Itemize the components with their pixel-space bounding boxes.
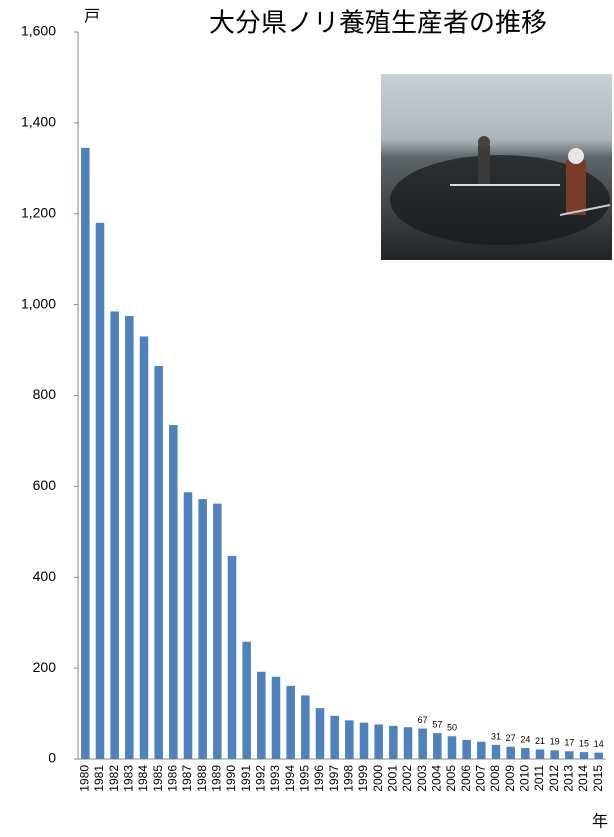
x-tick-label: 2001 — [386, 765, 400, 792]
y-tick-label: 1,600 — [21, 23, 56, 39]
x-tick-label: 1981 — [92, 765, 106, 792]
bar — [139, 336, 149, 759]
x-tick-label: 1994 — [283, 765, 297, 792]
bar — [345, 720, 354, 759]
bar — [227, 555, 237, 759]
x-tick-label: 1988 — [195, 765, 209, 792]
x-tick-label: 1998 — [342, 765, 356, 792]
x-tick-label: 2008 — [488, 765, 502, 792]
bar — [183, 492, 193, 759]
chart-title: 大分県ノリ養殖生産者の推移 — [209, 9, 547, 39]
x-tick-label: 2013 — [562, 765, 576, 792]
bar — [594, 752, 603, 759]
value-label: 57 — [432, 719, 442, 729]
bar — [125, 315, 134, 759]
x-tick-label: 1984 — [136, 765, 150, 792]
value-label: 67 — [418, 715, 428, 725]
y-tick-label: 600 — [33, 477, 57, 493]
bar — [359, 722, 369, 759]
bar — [301, 695, 310, 759]
photo — [381, 74, 612, 260]
value-label: 19 — [550, 737, 560, 747]
bar — [374, 724, 383, 759]
bar — [110, 311, 119, 759]
value-label: 24 — [520, 734, 530, 744]
y-tick-label: 400 — [33, 568, 57, 584]
x-tick-label: 2014 — [576, 765, 590, 792]
bar — [154, 365, 163, 759]
value-label: 31 — [491, 731, 501, 741]
bar — [286, 685, 295, 759]
x-axis-unit: 年 — [592, 812, 608, 831]
bar — [330, 715, 339, 759]
value-label: 27 — [506, 733, 516, 743]
bar — [565, 751, 574, 759]
bar — [213, 503, 222, 759]
bar — [315, 708, 325, 759]
x-tick-label: 1999 — [356, 765, 370, 792]
x-tick-label: 2004 — [430, 765, 444, 792]
y-tick-label: 1,400 — [21, 114, 56, 130]
x-tick-label: 1989 — [210, 765, 224, 792]
bar — [198, 499, 207, 759]
x-tick-label: 1991 — [239, 765, 253, 792]
bar — [491, 744, 501, 759]
bar — [403, 727, 413, 759]
bar — [389, 725, 398, 759]
x-tick-label: 1992 — [254, 765, 268, 792]
x-tick-label: 2012 — [547, 765, 561, 792]
value-label: 17 — [564, 738, 574, 748]
value-label: 50 — [447, 723, 457, 733]
x-tick-label: 1996 — [312, 765, 326, 792]
bar — [506, 746, 515, 759]
bar — [550, 750, 559, 759]
bar — [447, 736, 457, 759]
x-tick-label: 1980 — [78, 765, 92, 792]
x-tick-label: 2009 — [503, 765, 517, 792]
bar — [81, 147, 90, 760]
bar — [169, 425, 178, 759]
y-tick-label: 200 — [33, 659, 57, 675]
x-tick-label: 2015 — [591, 765, 605, 792]
x-tick-label: 1993 — [268, 765, 282, 792]
value-label: 21 — [535, 736, 545, 746]
x-tick-label: 2005 — [444, 765, 458, 792]
bar — [477, 741, 486, 759]
x-tick-label: 2006 — [459, 765, 473, 792]
y-tick-label: 800 — [33, 386, 57, 402]
bar — [579, 752, 589, 759]
value-label: 14 — [594, 739, 604, 749]
x-tick-label: 1990 — [224, 765, 238, 792]
y-tick-label: 0 — [48, 750, 56, 766]
y-tick-label: 1,200 — [21, 204, 56, 220]
x-tick-label: 2010 — [518, 765, 532, 792]
x-tick-label: 1997 — [327, 765, 341, 792]
bar — [535, 749, 545, 759]
bar — [95, 222, 105, 759]
bar — [257, 671, 266, 759]
x-tick-label: 2011 — [532, 765, 546, 791]
y-axis-unit: 戸 — [84, 7, 100, 26]
x-tick-label: 1986 — [166, 765, 180, 792]
x-tick-label: 1995 — [298, 765, 312, 792]
y-tick-label: 1,000 — [21, 295, 56, 311]
bar — [271, 676, 281, 759]
x-tick-label: 2003 — [415, 765, 429, 792]
bar — [462, 739, 471, 759]
x-tick-label: 1985 — [151, 765, 165, 792]
x-tick-label: 2007 — [474, 765, 488, 792]
x-tick-label: 1983 — [122, 765, 136, 792]
bar — [418, 728, 427, 759]
bar — [433, 733, 442, 759]
value-label: 15 — [579, 739, 589, 749]
x-tick-label: 1982 — [107, 765, 121, 792]
bar — [521, 748, 530, 759]
x-tick-label: 1987 — [180, 765, 194, 792]
bar — [242, 641, 251, 759]
x-tick-label: 2000 — [371, 765, 385, 792]
x-tick-label: 2002 — [400, 765, 414, 792]
